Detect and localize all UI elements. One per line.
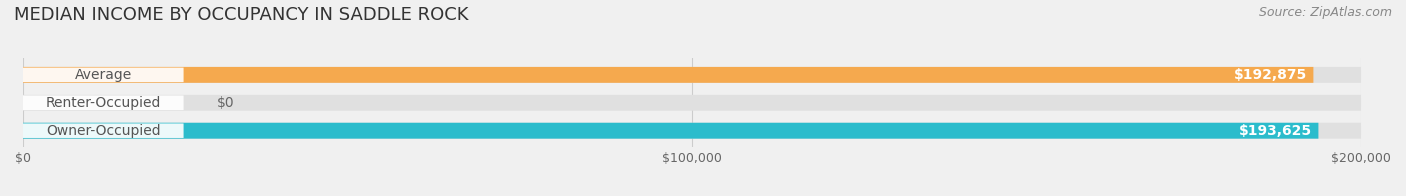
FancyBboxPatch shape bbox=[22, 95, 184, 110]
Text: $193,625: $193,625 bbox=[1239, 124, 1312, 138]
Text: Source: ZipAtlas.com: Source: ZipAtlas.com bbox=[1258, 6, 1392, 19]
Text: Renter-Occupied: Renter-Occupied bbox=[45, 96, 160, 110]
Text: $0: $0 bbox=[217, 96, 235, 110]
Text: MEDIAN INCOME BY OCCUPANCY IN SADDLE ROCK: MEDIAN INCOME BY OCCUPANCY IN SADDLE ROC… bbox=[14, 6, 468, 24]
FancyBboxPatch shape bbox=[22, 67, 1313, 83]
FancyBboxPatch shape bbox=[22, 68, 184, 82]
Text: $192,875: $192,875 bbox=[1233, 68, 1306, 82]
FancyBboxPatch shape bbox=[22, 123, 1319, 139]
Text: Owner-Occupied: Owner-Occupied bbox=[46, 124, 160, 138]
FancyBboxPatch shape bbox=[22, 123, 1361, 139]
FancyBboxPatch shape bbox=[22, 67, 1361, 83]
Text: Average: Average bbox=[75, 68, 132, 82]
FancyBboxPatch shape bbox=[22, 123, 184, 138]
FancyBboxPatch shape bbox=[22, 95, 1361, 111]
